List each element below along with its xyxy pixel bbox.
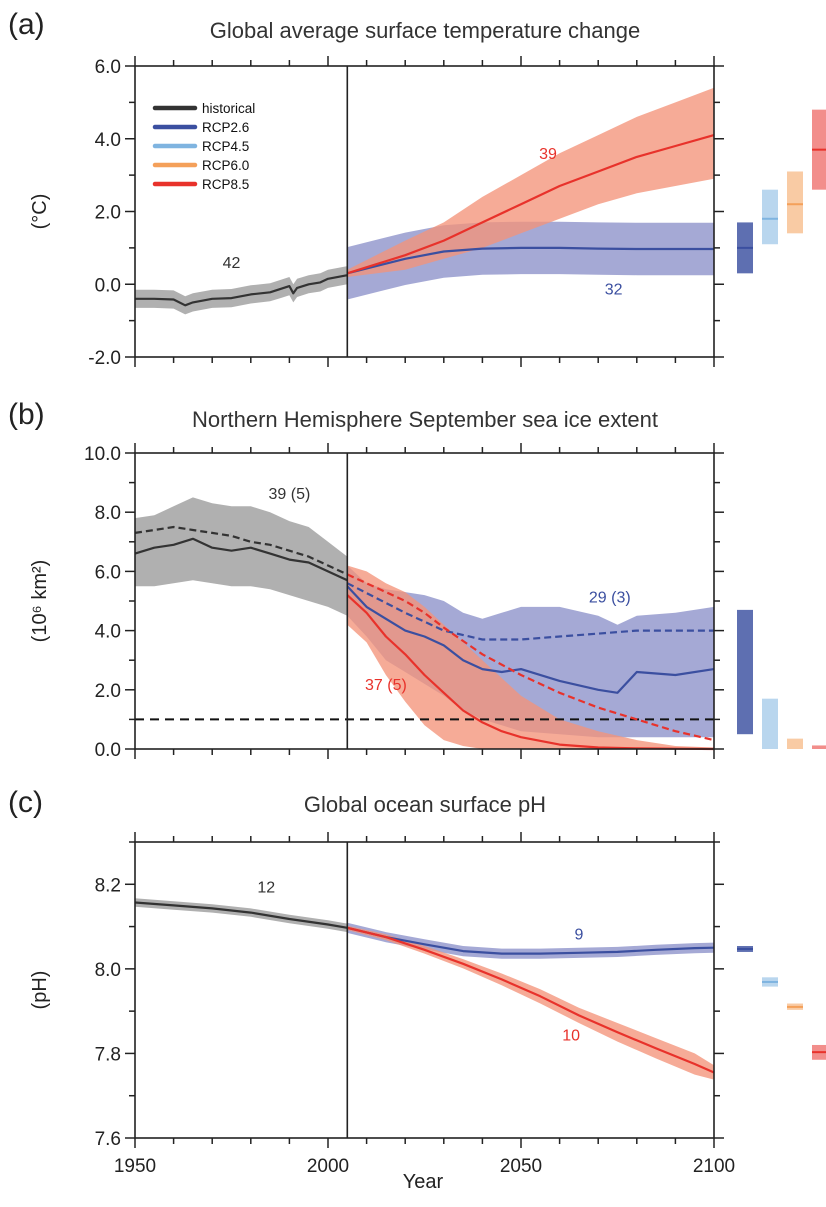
panel-letter: (c) xyxy=(8,786,43,819)
series-annotation: 39 xyxy=(539,146,557,163)
band-historical xyxy=(135,266,348,315)
series-line-historical-subset xyxy=(134,525,348,576)
y-tick-label: 10.0 xyxy=(84,444,121,465)
series-line-historical xyxy=(134,901,348,929)
series-line-rcp2-6 xyxy=(347,926,715,955)
y-tick-label: 0.0 xyxy=(95,275,121,296)
legend: historical RCP2.6 RCP4.5 RCP6.0 RCP8.5 xyxy=(152,101,255,192)
y-tick-label: 4.0 xyxy=(95,622,121,643)
series-annotation: 29 (3) xyxy=(589,589,631,606)
plot-frame xyxy=(134,841,715,1139)
x-tick-label: 1950 xyxy=(114,1156,156,1177)
series-line-historical xyxy=(135,274,348,307)
y-tick-label: 0.0 xyxy=(95,740,121,761)
range-bar-rcp26 xyxy=(737,609,753,735)
range-bar-rcp60 xyxy=(787,738,803,749)
legend-entry: RCP6.0 xyxy=(202,158,249,173)
range-bar-rcp85 xyxy=(812,745,826,749)
panel-letter: (b) xyxy=(8,398,45,431)
legend-entry: RCP8.5 xyxy=(202,177,249,192)
y-tick-label: -2.0 xyxy=(88,348,121,369)
y-tick-label: 7.8 xyxy=(95,1044,121,1065)
y-tick-label: 6.0 xyxy=(95,562,121,583)
x-tick-label: 2000 xyxy=(307,1156,349,1177)
x-tick-label: 2100 xyxy=(693,1156,735,1177)
y-tick-label: 7.6 xyxy=(95,1129,121,1150)
band-rcp2-6 xyxy=(347,565,714,738)
y-axis-label: (10⁶ km²) xyxy=(29,560,51,643)
series-annotation: 12 xyxy=(257,880,275,897)
y-tick-label: 6.0 xyxy=(95,57,121,78)
x-axis-label: Year xyxy=(403,1171,444,1193)
y-tick-label: 8.0 xyxy=(95,960,121,981)
y-tick-label: 2.0 xyxy=(95,203,121,224)
panel-title: Global ocean surface pH xyxy=(304,792,546,817)
series-annotation: 37 (5) xyxy=(365,677,407,694)
band-rcp8-5 xyxy=(347,565,714,749)
legend-entry: historical xyxy=(202,101,255,116)
series-line-rcp8-5 xyxy=(347,926,715,1074)
series-line-rcp2-6-subset xyxy=(346,582,714,641)
series-line-rcp2-6 xyxy=(347,246,714,275)
y-tick-label: 8.0 xyxy=(95,503,121,524)
band-historical xyxy=(135,497,348,616)
series-line-rcp8-5 xyxy=(346,134,715,275)
band-historical xyxy=(135,898,348,933)
panel-a: -2.0 0.0 2.0 4.0 6.0 (a) Global average surfac… xyxy=(8,8,826,369)
y-axis-label: (pH) xyxy=(29,971,51,1010)
range-bar-rcp45 xyxy=(762,698,778,749)
panel-letter: (a) xyxy=(8,8,45,41)
panel-title: Northern Hemisphere September sea ice ex… xyxy=(192,407,658,432)
series-line-historical xyxy=(134,537,348,582)
band-rcp8-5 xyxy=(347,87,714,277)
y-tick-label: 8.2 xyxy=(95,875,121,896)
band-rcp8-5 xyxy=(347,925,714,1080)
y-tick-label: 2.0 xyxy=(95,681,121,702)
series-annotation: 10 xyxy=(562,1028,580,1045)
legend-entry: RCP4.5 xyxy=(202,139,249,154)
y-tick-label: 4.0 xyxy=(95,130,121,151)
series-annotation: 42 xyxy=(223,255,241,272)
band-rcp2-6 xyxy=(347,922,714,959)
series-annotation: 9 xyxy=(574,926,583,943)
series-annotation: 32 xyxy=(605,281,623,298)
y-axis-label: (°C) xyxy=(29,194,51,230)
series-line-rcp2-6 xyxy=(346,585,715,694)
legend-entry: RCP2.6 xyxy=(202,120,249,135)
range-bar-rcp60 xyxy=(787,171,803,234)
range-bar-rcp45 xyxy=(762,189,778,245)
panel-title: Global average surface temperature chang… xyxy=(210,18,640,43)
series-line-rcp8-5 xyxy=(346,594,715,751)
panel-b: 0.0 2.0 4.0 6.0 8.0 10.0 (b) Northern Hemispher… xyxy=(8,398,826,761)
x-tick-label: 2050 xyxy=(500,1156,542,1177)
series-annotation: 39 (5) xyxy=(269,486,311,503)
series-line-rcp8-5-subset xyxy=(346,573,715,742)
panel-c: 7.6 7.8 8.0 8.2 1950 2000 2050 2100 (c) Global oc… xyxy=(8,786,826,1177)
